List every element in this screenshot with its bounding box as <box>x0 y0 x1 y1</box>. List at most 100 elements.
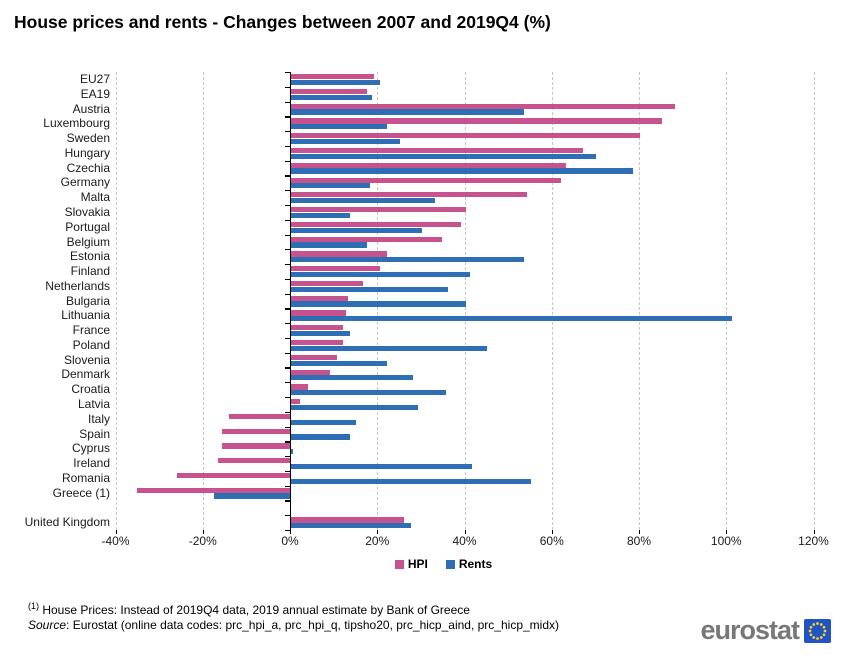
bar-rents-denmark <box>291 375 414 381</box>
x-tick-label: 60% <box>539 534 564 548</box>
bar-hpi-poland <box>291 340 344 346</box>
x-axis-tick <box>813 530 815 534</box>
gridline-40pct <box>464 72 466 530</box>
category-tick <box>285 101 290 103</box>
x-tick-label: 20% <box>365 534 390 548</box>
bar-hpi-croatia <box>291 384 309 390</box>
category-tick <box>285 249 290 251</box>
category-label-greece-1: Greece (1) <box>52 485 110 500</box>
bar-hpi-ea19 <box>291 88 368 95</box>
bar-rents-luxembourg <box>291 124 387 130</box>
bar-rents-eu27 <box>291 79 381 85</box>
bar-hpi-eu27 <box>291 74 374 80</box>
category-label-ireland: Ireland <box>73 456 110 471</box>
category-label-lithuania: Lithuania <box>61 308 110 323</box>
category-tick <box>285 145 290 148</box>
bar-rents-austria <box>291 109 525 115</box>
category-label-latvia: Latvia <box>77 397 110 412</box>
category-tick <box>285 411 290 413</box>
eurostat-logo-text: eurostat <box>700 615 800 645</box>
category-label-france: France <box>72 323 110 338</box>
bar-rents-germany <box>291 183 370 189</box>
category-tick <box>285 382 290 384</box>
category-label-denmark: Denmark <box>61 367 110 382</box>
category-label-romania: Romania <box>61 470 110 485</box>
x-tick-label: 120% <box>798 534 829 548</box>
x-axis-tick <box>202 530 204 534</box>
bar-rents-greece-1 <box>213 493 290 499</box>
category-tick <box>285 470 290 473</box>
category-label-portugal: Portugal <box>65 219 110 234</box>
bar-rents-croatia <box>291 390 446 396</box>
category-label-slovenia: Slovenia <box>63 352 110 367</box>
bar-rents-slovenia <box>291 360 387 366</box>
category-tick <box>285 72 290 74</box>
x-axis-tick <box>551 530 553 534</box>
footnote-greece: (1) House Prices: Instead of 2019Q4 data… <box>28 601 470 617</box>
bar-hpi-france <box>291 325 344 331</box>
gridline-60pct <box>551 72 553 530</box>
x-tick-label: 40% <box>452 534 477 548</box>
category-tick <box>285 456 290 458</box>
category-label-croatia: Croatia <box>71 382 110 397</box>
chart-legend: HPI Rents <box>40 557 847 571</box>
category-tick <box>285 352 290 354</box>
bar-rents-netherlands <box>291 286 449 292</box>
category-label-spain: Spain <box>79 426 110 441</box>
category-tick <box>285 515 290 517</box>
bar-rents-ea19 <box>291 94 372 100</box>
bar-rents-france <box>291 330 350 337</box>
category-tick <box>285 293 290 295</box>
category-tick <box>285 219 290 221</box>
category-label-cyprus: Cyprus <box>71 441 110 456</box>
x-axis-tick <box>464 530 466 534</box>
bar-hpi-luxembourg <box>291 118 662 124</box>
bar-hpi-sweden <box>291 133 640 139</box>
category-tick <box>285 264 290 266</box>
x-tick-label: -20% <box>188 534 217 548</box>
category-tick <box>285 485 290 487</box>
source-text: : Eurostat (online data codes: prc_hpi_a… <box>66 618 559 632</box>
bar-rents-ireland <box>291 463 473 470</box>
bar-hpi-denmark <box>291 369 331 375</box>
legend-item-rents: Rents <box>445 557 492 571</box>
category-tick <box>285 116 290 118</box>
category-label-germany: Germany <box>60 175 110 190</box>
category-tick <box>285 426 290 428</box>
bar-hpi-latvia <box>291 399 300 405</box>
category-tick <box>285 175 290 177</box>
bar-rents-slovakia <box>291 212 350 218</box>
category-label-eu27: EU27 <box>79 72 110 86</box>
category-label-sweden: Sweden <box>66 131 110 146</box>
category-label-slovakia: Slovakia <box>64 204 110 219</box>
gridline-80pct <box>639 72 640 530</box>
bar-hpi-malta <box>291 192 527 198</box>
category-tick <box>285 204 290 207</box>
bar-hpi-italy <box>228 413 290 420</box>
category-label-italy: Italy <box>87 411 110 426</box>
category-tick <box>285 367 290 369</box>
category-tick <box>285 234 290 236</box>
category-tick <box>285 160 290 162</box>
bar-hpi-bulgaria <box>291 295 348 301</box>
bar-hpi-slovakia <box>291 207 466 213</box>
gridline--20pct <box>202 72 204 530</box>
category-tick <box>285 397 290 399</box>
bar-hpi-belgium <box>291 236 442 242</box>
eu-flag-icon <box>804 618 831 643</box>
bar-hpi-czechia <box>291 162 566 168</box>
gridline--40pct <box>115 72 117 530</box>
category-tick <box>285 278 290 281</box>
bar-hpi-ireland <box>218 458 290 464</box>
category-tick <box>285 308 290 310</box>
chart-title: House prices and rents - Changes between… <box>14 12 551 32</box>
hpi-swatch <box>394 559 404 569</box>
category-label-poland: Poland <box>72 337 110 352</box>
zero-axis-line <box>290 72 292 530</box>
rents-swatch <box>445 559 455 569</box>
gridline-120pct <box>813 72 815 530</box>
bar-rents-bulgaria <box>291 301 466 307</box>
bar-rents-united-kingdom <box>291 523 411 529</box>
category-label-united-kingdom: United Kingdom <box>24 515 110 530</box>
